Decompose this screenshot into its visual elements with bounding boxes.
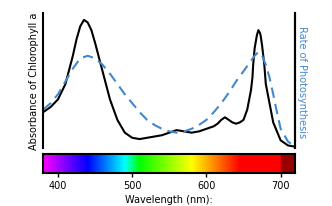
X-axis label: Wavelength (nm):: Wavelength (nm): bbox=[125, 194, 213, 204]
Y-axis label: Absorbance of Chlorophyll a: Absorbance of Chlorophyll a bbox=[29, 13, 39, 150]
Y-axis label: Rate of Photosynthesis: Rate of Photosynthesis bbox=[296, 26, 306, 137]
